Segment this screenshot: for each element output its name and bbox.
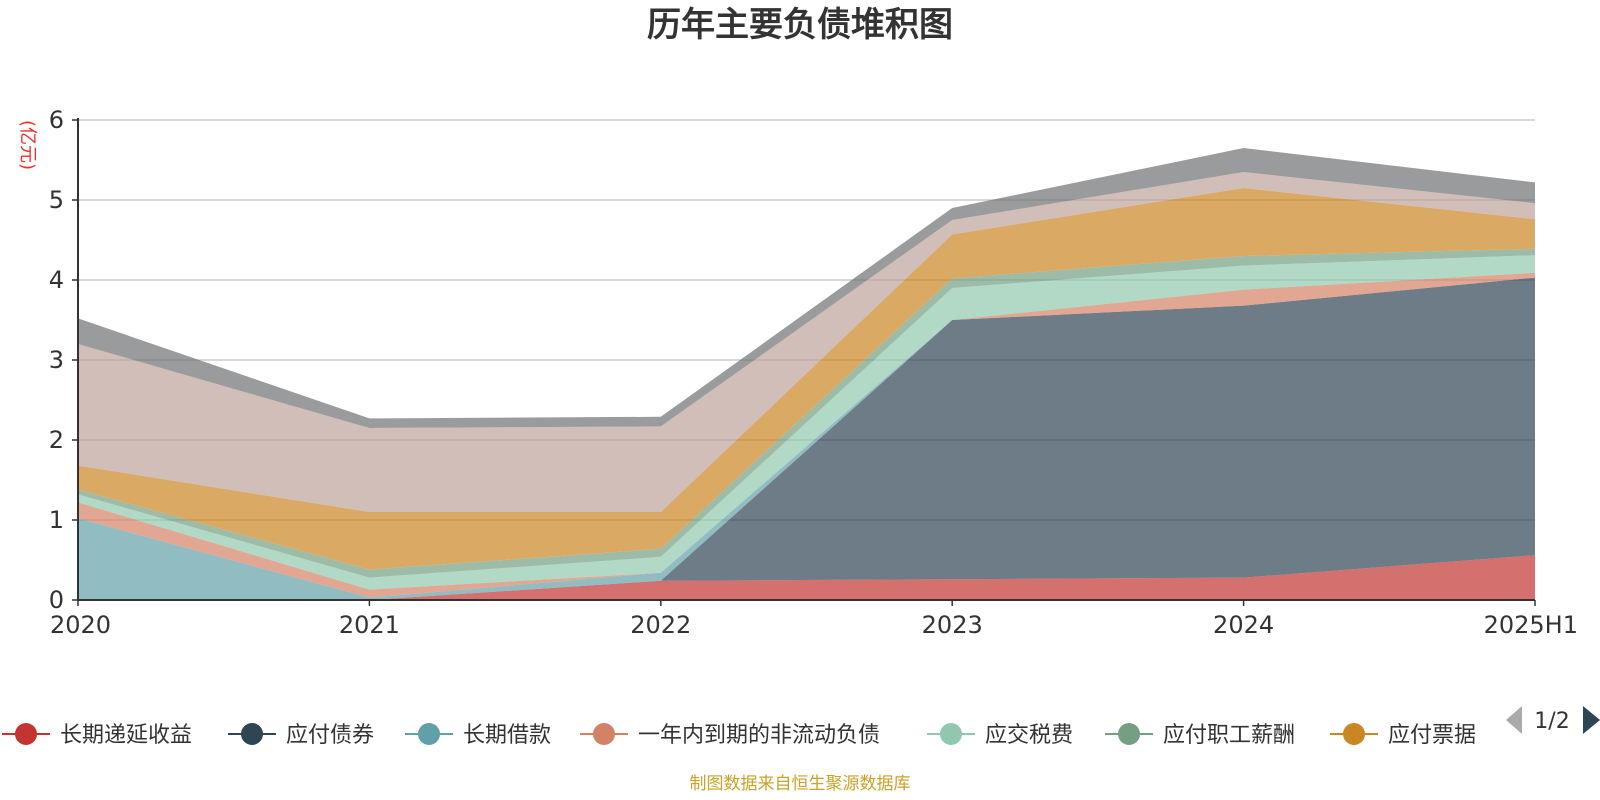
x-tick-label: 2023 [922,611,983,639]
y-tick-label: 5 [49,186,64,214]
legend-label: 应付职工薪酬 [1163,723,1295,748]
x-tick-label: 2022 [630,611,691,639]
legend-item[interactable]: 长期递延收益 [2,723,192,748]
area-series-6 [78,188,1535,570]
x-tick-labels: 2020 2021 2022 2023 2024 2025H1 [50,600,1578,639]
x-tick-label: 2021 [339,611,400,639]
legend-label: 长期递延收益 [60,723,192,748]
area-series-8 [78,148,1535,428]
legend-label: 应付票据 [1388,723,1476,748]
y-tick-label: 1 [49,506,64,534]
legend-page-indicator: 1/2 [1534,709,1569,734]
area-series-7 [78,172,1535,512]
legend-item[interactable]: 应交税费 [927,723,1073,748]
x-tick-label: 2025H1 [1484,611,1578,639]
data-source-note: 制图数据来自恒生聚源数据库 [690,774,911,794]
legend-next-icon[interactable] [1583,706,1600,734]
legend-item[interactable]: 长期借款 [405,723,551,748]
legend: 长期递延收益 应付债券 长期借款 一年内到期的非流动负债 应交税费 应付职工薪酬 应付票据 [2,723,1476,748]
legend-marker [1343,723,1365,745]
legend-marker [418,723,440,745]
legend-marker [1118,723,1140,745]
stacked-areas [78,148,1535,600]
y-tick-label: 0 [49,586,64,614]
y-tick-labels: 0 1 2 3 4 5 6 [49,106,78,614]
y-axis-unit: (亿元) [17,120,38,170]
y-tick-label: 2 [49,426,64,454]
y-tick-label: 4 [49,266,64,294]
y-tick-label: 6 [49,106,64,134]
area-series-0 [78,555,1535,600]
x-tick-label: 2024 [1213,611,1274,639]
legend-item[interactable]: 应付职工薪酬 [1105,723,1295,748]
area-series-1 [78,277,1535,600]
legend-marker [940,723,962,745]
legend-marker [241,723,263,745]
legend-label: 长期借款 [463,723,551,748]
area-series-2 [78,277,1535,600]
x-tick-label: 2020 [50,611,111,639]
legend-label: 应交税费 [985,723,1073,748]
chart-title: 历年主要负债堆积图 [647,5,953,45]
legend-item[interactable]: 应付债券 [228,723,374,748]
legend-label: 应付债券 [286,723,374,748]
legend-pager: 1/2 [1506,706,1600,734]
legend-marker [593,723,615,745]
legend-marker [15,723,37,745]
legend-item[interactable]: 一年内到期的非流动负债 [580,723,880,748]
legend-prev-icon[interactable] [1506,706,1522,734]
y-tick-label: 3 [49,346,64,374]
legend-label: 一年内到期的非流动负债 [638,723,880,748]
legend-item[interactable]: 应付票据 [1330,723,1476,748]
